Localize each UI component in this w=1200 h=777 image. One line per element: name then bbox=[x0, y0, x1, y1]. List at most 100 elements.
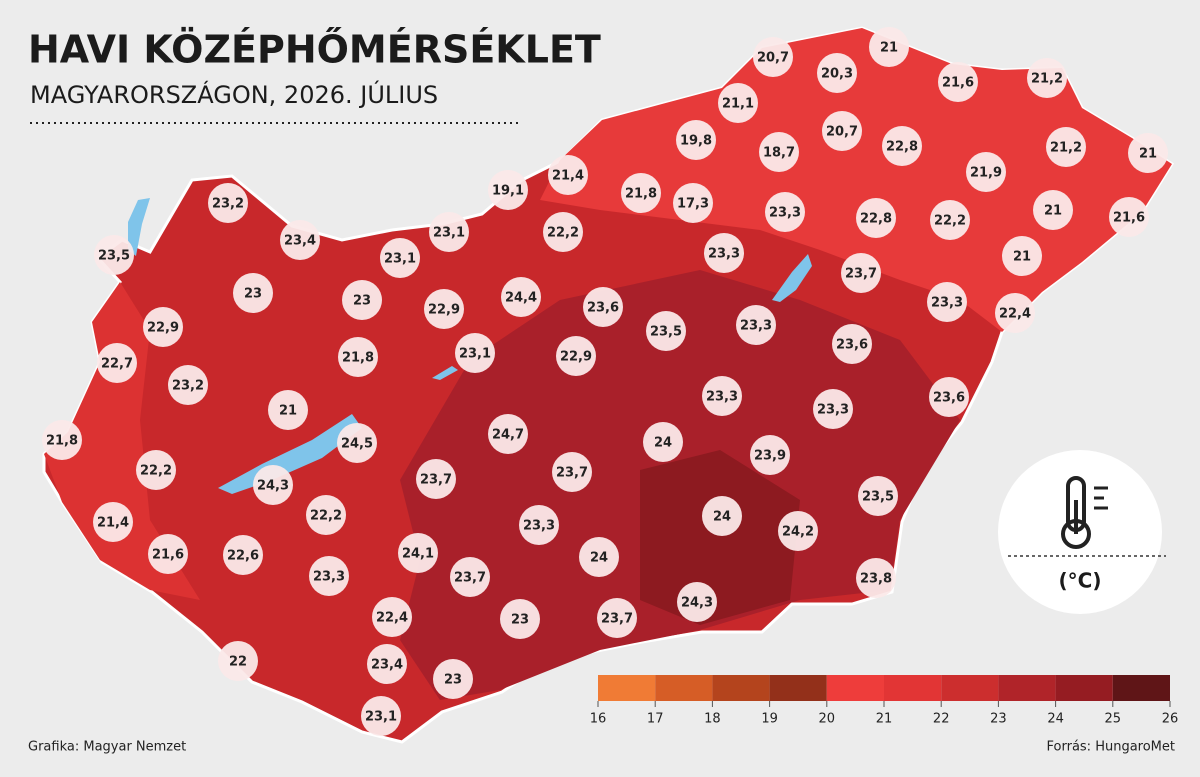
station-value: 21 bbox=[880, 41, 898, 56]
lake-velence bbox=[432, 366, 458, 380]
station-marker bbox=[702, 376, 742, 416]
station: 22,2 bbox=[930, 200, 970, 240]
legend-tick-label: 18 bbox=[704, 712, 721, 727]
station: 23 bbox=[433, 659, 473, 699]
station-value: 23,5 bbox=[98, 249, 130, 264]
station-marker bbox=[97, 343, 137, 383]
station-marker bbox=[208, 183, 248, 223]
station: 23 bbox=[233, 273, 273, 313]
station: 21,2 bbox=[1027, 58, 1067, 98]
station-value: 22,2 bbox=[140, 464, 172, 479]
station-marker bbox=[433, 659, 473, 699]
station: 23,8 bbox=[856, 558, 896, 598]
station-value: 21 bbox=[1013, 250, 1031, 265]
station-value: 24 bbox=[590, 551, 608, 566]
station-value: 23 bbox=[244, 287, 262, 302]
title: HAVI KÖZÉPHŐMÉRSÉKLET bbox=[28, 28, 601, 72]
station-marker bbox=[856, 198, 896, 238]
lake-tisza bbox=[772, 254, 812, 302]
legend-swatch bbox=[1112, 675, 1170, 701]
station-value: 21,4 bbox=[97, 516, 129, 531]
station: 23,4 bbox=[367, 644, 407, 684]
station-value: 21 bbox=[279, 404, 297, 419]
station-value: 21,8 bbox=[46, 434, 78, 449]
station: 23,9 bbox=[750, 435, 790, 475]
station: 19,8 bbox=[676, 120, 716, 160]
legend-tick-label: 16 bbox=[590, 712, 607, 727]
station-marker bbox=[342, 280, 382, 320]
station-value: 23,5 bbox=[862, 490, 894, 505]
station: 21 bbox=[1002, 236, 1042, 276]
station-marker bbox=[927, 282, 967, 322]
station-value: 24,2 bbox=[782, 525, 814, 540]
station-value: 24,3 bbox=[257, 479, 289, 494]
lake-balaton bbox=[218, 414, 362, 494]
station-marker bbox=[309, 556, 349, 596]
station: 24 bbox=[702, 496, 742, 536]
legend-swatch bbox=[598, 675, 656, 701]
station-marker bbox=[424, 289, 464, 329]
station-value: 23,3 bbox=[523, 519, 555, 534]
station: 24,4 bbox=[501, 277, 541, 317]
station: 24,2 bbox=[778, 511, 818, 551]
station-marker bbox=[1128, 133, 1168, 173]
legend-swatch bbox=[769, 675, 827, 701]
station-marker bbox=[718, 83, 758, 123]
station-value: 23,7 bbox=[420, 473, 452, 488]
station-marker bbox=[223, 535, 263, 575]
station-value: 22,2 bbox=[934, 214, 966, 229]
station: 24 bbox=[643, 422, 683, 462]
station-value: 23 bbox=[444, 673, 462, 688]
station: 23,6 bbox=[929, 377, 969, 417]
station-marker bbox=[416, 459, 456, 499]
station-value: 22,9 bbox=[560, 350, 592, 365]
station-value: 23,1 bbox=[384, 252, 416, 267]
station-marker bbox=[579, 537, 619, 577]
station: 23,7 bbox=[416, 459, 456, 499]
station-marker bbox=[372, 597, 412, 637]
station: 18,7 bbox=[759, 132, 799, 172]
station: 21,4 bbox=[548, 155, 588, 195]
station-marker bbox=[500, 599, 540, 639]
station: 23,3 bbox=[813, 389, 853, 429]
station-marker bbox=[583, 287, 623, 327]
station-value: 21,2 bbox=[1031, 72, 1063, 87]
station-marker bbox=[822, 111, 862, 151]
station: 23,7 bbox=[841, 253, 881, 293]
station-value: 23,6 bbox=[933, 391, 965, 406]
station-marker bbox=[168, 365, 208, 405]
station: 23,7 bbox=[597, 598, 637, 638]
station-value: 23,7 bbox=[601, 612, 633, 627]
station-value: 23,4 bbox=[371, 658, 403, 673]
station: 21,8 bbox=[621, 173, 661, 213]
legend-swatch bbox=[712, 675, 770, 701]
station-marker bbox=[143, 307, 183, 347]
station-value: 24,1 bbox=[402, 547, 434, 562]
station: 20,3 bbox=[817, 53, 857, 93]
station: 23,5 bbox=[858, 476, 898, 516]
station-marker bbox=[367, 644, 407, 684]
legend-tick-label: 21 bbox=[876, 712, 893, 727]
station-marker bbox=[548, 155, 588, 195]
station-marker bbox=[765, 192, 805, 232]
station-value: 20,3 bbox=[821, 67, 853, 82]
station-marker bbox=[148, 534, 188, 574]
station: 22,8 bbox=[856, 198, 896, 238]
station: 22,6 bbox=[223, 535, 263, 575]
station: 21 bbox=[1128, 133, 1168, 173]
legend-tick-label: 19 bbox=[761, 712, 778, 727]
station: 21 bbox=[268, 390, 308, 430]
station-value: 21,6 bbox=[152, 548, 184, 563]
station-value: 17,3 bbox=[677, 197, 709, 212]
station-value: 23,1 bbox=[433, 226, 465, 241]
station-marker bbox=[361, 696, 401, 736]
station-marker bbox=[268, 390, 308, 430]
source: Forrás: HungaroMet bbox=[1047, 740, 1175, 755]
station-value: 23,8 bbox=[860, 572, 892, 587]
station: 20,7 bbox=[822, 111, 862, 151]
station-marker bbox=[1033, 190, 1073, 230]
station: 22,9 bbox=[424, 289, 464, 329]
station-marker bbox=[643, 422, 683, 462]
station-value: 22,7 bbox=[101, 357, 133, 372]
station-marker bbox=[552, 452, 592, 492]
